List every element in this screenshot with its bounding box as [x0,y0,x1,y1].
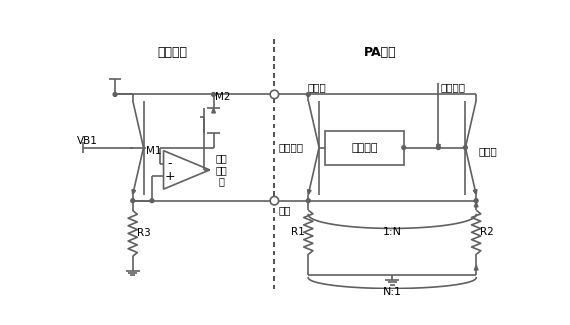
Circle shape [437,146,441,150]
Circle shape [113,93,117,97]
Polygon shape [473,189,477,195]
Text: -: - [168,157,172,170]
Circle shape [474,199,478,202]
FancyBboxPatch shape [325,131,404,164]
Circle shape [270,197,279,205]
Text: 基极: 基极 [327,149,339,159]
Text: VB1: VB1 [76,136,97,146]
Text: +: + [164,170,175,183]
Circle shape [402,146,406,150]
Text: 集电极: 集电极 [308,82,326,92]
Polygon shape [437,145,440,149]
Text: 控制芯片: 控制芯片 [158,46,188,59]
Circle shape [211,93,215,97]
Polygon shape [474,266,478,270]
Text: R3: R3 [137,228,150,239]
Text: 功率管: 功率管 [478,147,497,156]
Text: 1:N: 1:N [382,227,402,237]
Text: M2: M2 [215,92,231,102]
Text: 射频输入: 射频输入 [441,82,466,92]
Polygon shape [308,189,311,195]
Circle shape [306,93,310,97]
Circle shape [463,146,467,150]
Polygon shape [132,189,136,195]
Text: N:1: N:1 [382,287,402,297]
Circle shape [270,90,279,99]
Circle shape [306,199,310,202]
Text: 传感器管: 传感器管 [278,143,303,152]
Polygon shape [211,108,215,113]
Polygon shape [474,202,478,207]
Circle shape [150,199,154,202]
Text: 射极: 射极 [278,205,291,215]
Text: R1: R1 [291,227,304,237]
Text: PA芯片: PA芯片 [364,46,397,59]
Text: 误差
放大
器: 误差 放大 器 [215,153,227,187]
Text: R2: R2 [480,227,494,237]
Text: 隔离电路: 隔离电路 [351,143,378,152]
Text: M1: M1 [146,147,161,156]
Circle shape [131,199,135,202]
